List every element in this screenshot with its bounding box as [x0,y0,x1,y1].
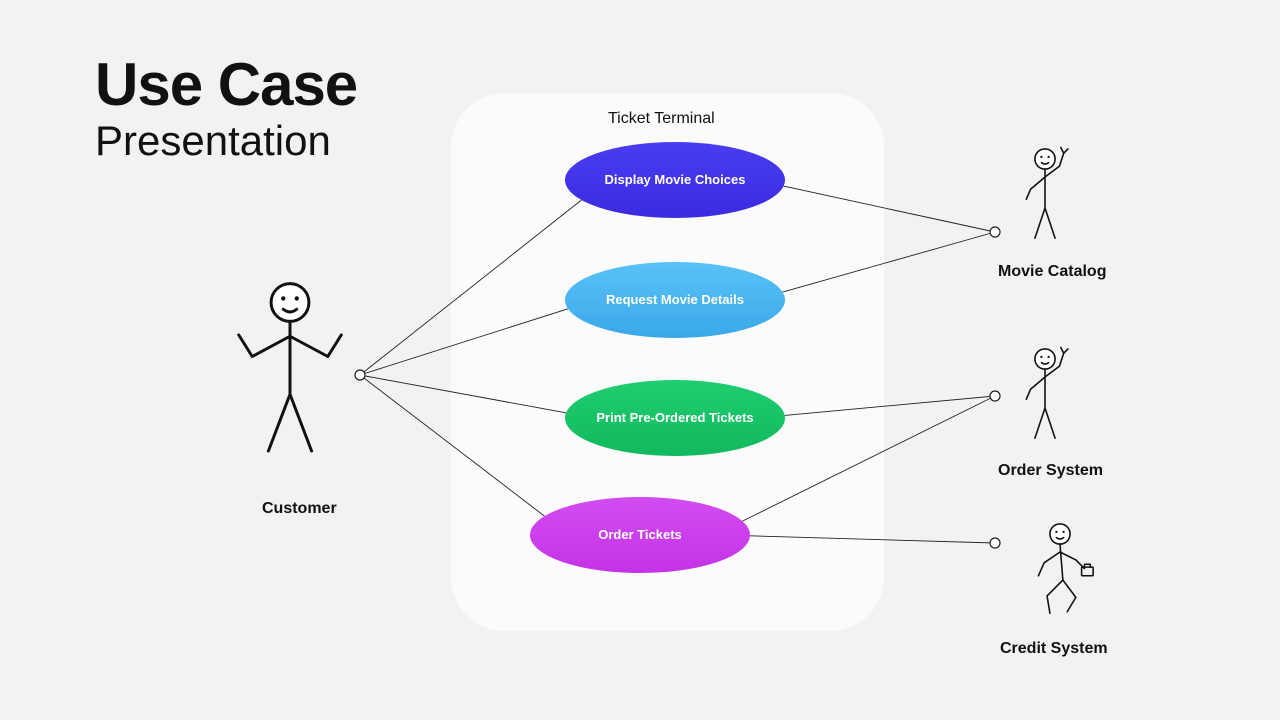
actor-order-label: Order System [998,462,1103,480]
title-block: Use Case Presentation [95,55,357,165]
title-sub: Presentation [95,117,357,165]
usecase-uc-print: Print Pre-Ordered Tickets [565,380,785,456]
usecase-label: Display Movie Choices [605,172,746,189]
usecase-uc-order: Order Tickets [530,497,750,573]
title-main: Use Case [95,55,357,115]
actor-credit-label: Credit System [1000,640,1108,658]
usecase-uc-request: Request Movie Details [565,262,785,338]
actor-catalog-icon [1026,147,1068,238]
actor-connector-dot [355,370,365,380]
usecase-uc-display: Display Movie Choices [565,142,785,218]
usecase-label: Print Pre-Ordered Tickets [596,410,753,427]
usecase-label: Order Tickets [598,527,682,544]
actor-connector-dot [990,538,1000,548]
usecase-label: Request Movie Details [606,292,744,309]
actor-connector-dot [990,227,1000,237]
actor-credit-icon [1038,524,1093,613]
actor-connector-dot [990,391,1000,401]
actor-catalog-label: Movie Catalog [998,263,1106,281]
actor-order-icon [1026,347,1068,438]
system-label: Ticket Terminal [608,110,715,128]
actor-customer-icon [239,284,342,451]
actor-customer-label: Customer [262,500,337,518]
